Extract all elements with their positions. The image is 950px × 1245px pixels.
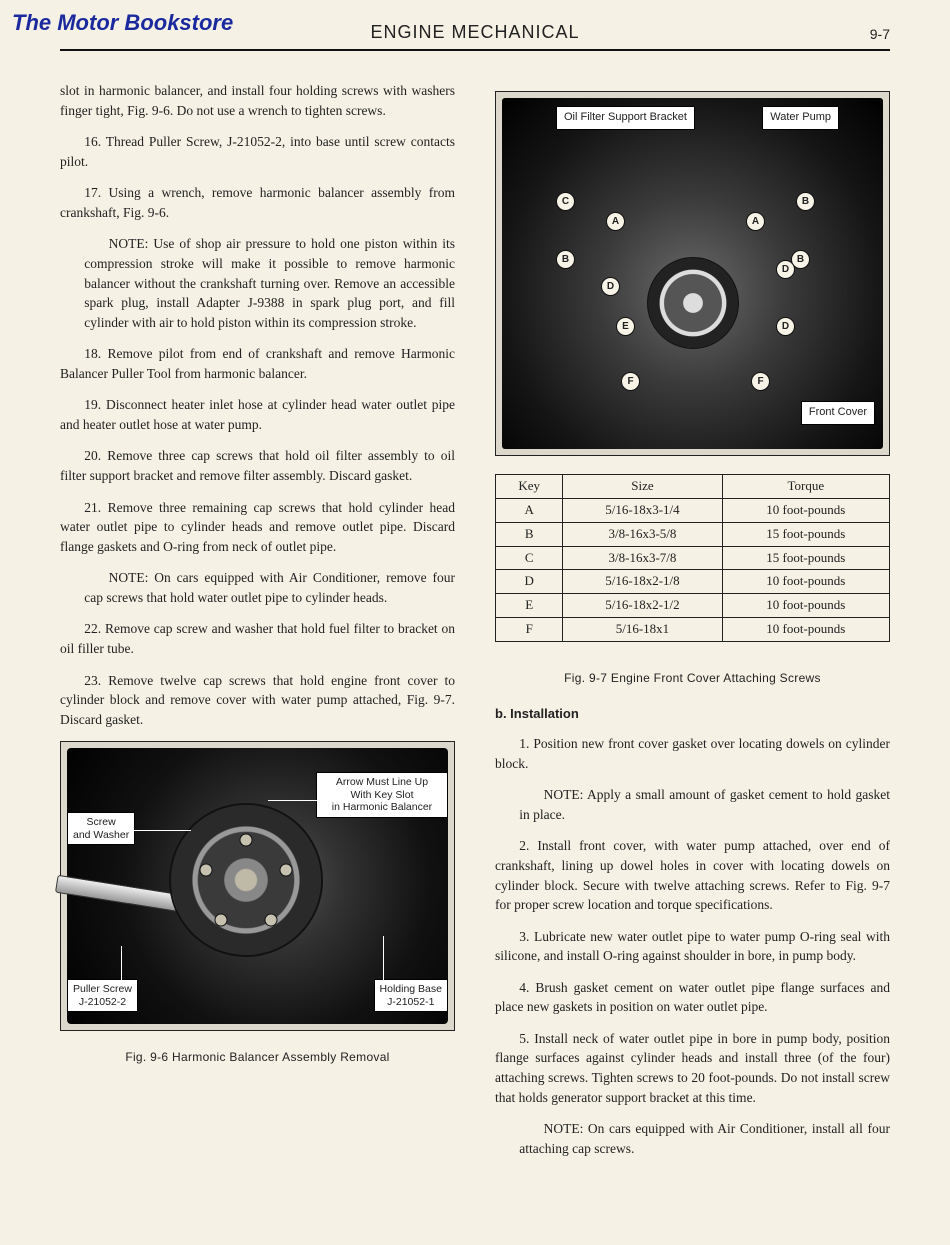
fig97-label-oil: Oil Filter Support Bracket xyxy=(556,106,695,130)
para-intro: slot in harmonic balancer, and install f… xyxy=(60,81,455,120)
fig96-pulley xyxy=(171,805,321,955)
para-b5: 5. Install neck of water outlet pipe in … xyxy=(495,1029,890,1107)
fig96-bolts-icon xyxy=(171,805,321,955)
para-20: 20. Remove three cap screws that hold oi… xyxy=(60,446,455,485)
para-23: 23. Remove twelve cap screws that hold e… xyxy=(60,671,455,730)
fig96-leader xyxy=(131,830,191,831)
para-22: 22. Remove cap screw and washer that hol… xyxy=(60,619,455,658)
cell-key: A xyxy=(496,498,563,522)
para-b2: 2. Install front cover, with water pump … xyxy=(495,836,890,914)
fig97-caption: Fig. 9-7 Engine Front Cover Attaching Sc… xyxy=(495,670,890,687)
figure-9-7: Oil Filter Support Bracket Water Pump Fr… xyxy=(495,91,890,456)
table-row: D 5/16-18x2-1/8 10 foot-pounds xyxy=(496,570,890,594)
right-column: Oil Filter Support Bracket Water Pump Fr… xyxy=(495,81,890,1170)
cell-size: 5/16-18x2-1/2 xyxy=(563,594,722,618)
cell-key: E xyxy=(496,594,563,618)
fig96-leader xyxy=(268,800,328,801)
content-columns: slot in harmonic balancer, and install f… xyxy=(60,81,890,1170)
cell-size: 5/16-18x2-1/8 xyxy=(563,570,722,594)
fig96-leader xyxy=(383,936,384,986)
left-column: slot in harmonic balancer, and install f… xyxy=(60,81,455,1170)
key-f: F xyxy=(621,372,640,391)
table-row: F 5/16-18x1 10 foot-pounds xyxy=(496,618,890,642)
para-18: 18. Remove pilot from end of crankshaft … xyxy=(60,344,455,383)
cell-size: 5/16-18x1 xyxy=(563,618,722,642)
key-a: A xyxy=(606,212,625,231)
para-21: 21. Remove three remaining cap screws th… xyxy=(60,498,455,557)
key-e: E xyxy=(616,317,635,336)
cell-key: B xyxy=(496,522,563,546)
table-header-row: Key Size Torque xyxy=(496,475,890,499)
para-b1: 1. Position new front cover gasket over … xyxy=(495,734,890,773)
figure-9-6: Arrow Must Line Up With Key Slot in Harm… xyxy=(60,741,455,1031)
para-17: 17. Using a wrench, remove harmonic bala… xyxy=(60,183,455,222)
note-b5: NOTE: On cars equipped with Air Conditio… xyxy=(495,1119,890,1158)
fig96-label-puller: Puller Screw J-21052-2 xyxy=(67,979,138,1012)
fig97-hub xyxy=(647,257,739,349)
page-title: ENGINE MECHANICAL xyxy=(370,22,579,42)
note-b1: NOTE: Apply a small amount of gasket cem… xyxy=(495,785,890,824)
cell-torque: 10 foot-pounds xyxy=(722,618,889,642)
para-b3: 3. Lubricate new water outlet pipe to wa… xyxy=(495,927,890,966)
subhead-b: b. Installation xyxy=(495,705,890,724)
key-d: D xyxy=(776,260,795,279)
cell-torque: 10 foot-pounds xyxy=(722,570,889,594)
note-17: NOTE: Use of shop air pressure to hold o… xyxy=(60,234,455,332)
col-torque: Torque xyxy=(722,475,889,499)
key-d: D xyxy=(601,277,620,296)
note-21: NOTE: On cars equipped with Air Conditio… xyxy=(60,568,455,607)
key-d: D xyxy=(776,317,795,336)
col-key: Key xyxy=(496,475,563,499)
fig97-label-wp: Water Pump xyxy=(762,106,839,130)
cell-key: D xyxy=(496,570,563,594)
fig97-label-fc: Front Cover xyxy=(801,401,875,425)
header-rule xyxy=(60,49,890,51)
page: ENGINE MECHANICAL 9-7 slot in harmonic b… xyxy=(0,0,950,1210)
para-16: 16. Thread Puller Screw, J-21052-2, into… xyxy=(60,132,455,171)
fig96-label-arrow: Arrow Must Line Up With Key Slot in Harm… xyxy=(316,772,448,818)
cell-torque: 15 foot-pounds xyxy=(722,522,889,546)
page-number: 9-7 xyxy=(870,26,890,42)
fig96-leader xyxy=(121,946,122,986)
cell-torque: 10 foot-pounds xyxy=(722,498,889,522)
cell-size: 3/8-16x3-5/8 xyxy=(563,522,722,546)
cell-key: F xyxy=(496,618,563,642)
table-row: A 5/16-18x3-1/4 10 foot-pounds xyxy=(496,498,890,522)
fig96-caption: Fig. 9-6 Harmonic Balancer Assembly Remo… xyxy=(60,1049,455,1066)
cell-size: 5/16-18x3-1/4 xyxy=(563,498,722,522)
key-c: C xyxy=(556,192,575,211)
page-header: ENGINE MECHANICAL 9-7 xyxy=(60,0,890,43)
table-row: B 3/8-16x3-5/8 15 foot-pounds xyxy=(496,522,890,546)
key-b: B xyxy=(796,192,815,211)
fig96-label-base: Holding Base J-21052-1 xyxy=(374,979,448,1012)
col-size: Size xyxy=(563,475,722,499)
cell-key: C xyxy=(496,546,563,570)
fig96-label-screw: Screw and Washer xyxy=(67,812,135,845)
para-b4: 4. Brush gasket cement on water outlet p… xyxy=(495,978,890,1017)
key-a: A xyxy=(746,212,765,231)
para-19: 19. Disconnect heater inlet hose at cyli… xyxy=(60,395,455,434)
table-row: E 5/16-18x2-1/2 10 foot-pounds xyxy=(496,594,890,618)
key-f: F xyxy=(751,372,770,391)
spec-table-body: A 5/16-18x3-1/4 10 foot-pounds B 3/8-16x… xyxy=(496,498,890,641)
cell-size: 3/8-16x3-7/8 xyxy=(563,546,722,570)
cell-torque: 15 foot-pounds xyxy=(722,546,889,570)
spec-table: Key Size Torque A 5/16-18x3-1/4 10 foot-… xyxy=(495,474,890,642)
table-row: C 3/8-16x3-7/8 15 foot-pounds xyxy=(496,546,890,570)
cell-torque: 10 foot-pounds xyxy=(722,594,889,618)
key-b: B xyxy=(556,250,575,269)
